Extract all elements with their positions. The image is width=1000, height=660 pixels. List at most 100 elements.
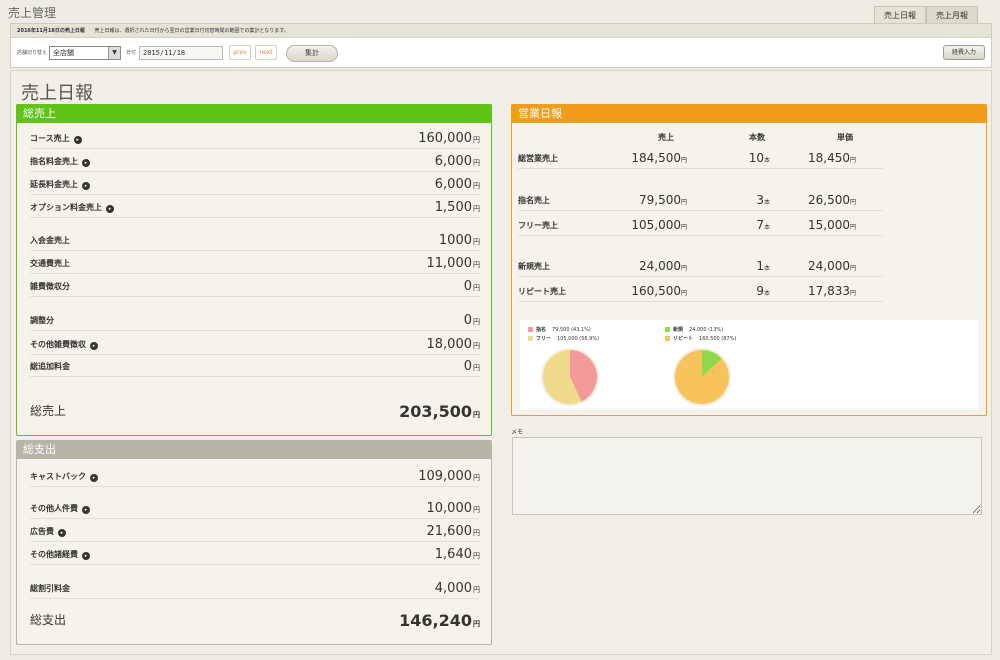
legend-name: 指名 [536, 327, 547, 333]
toolbar: 2016年11月18日の売上日報 売上日報は、選択された日付から翌日の営業日付切… [10, 23, 992, 68]
sales-row: 雑費徴収分 0円 [30, 275, 480, 297]
pie-chart-nomination [541, 348, 599, 406]
notice-bar: 2016年11月18日の売上日報 売上日報は、選択された日付から翌日の営業日付切… [11, 24, 991, 38]
expand-icon[interactable]: ▸ [82, 159, 90, 167]
sales-row: オプション料金売上 ▸ 1,500円 [30, 196, 480, 218]
expense-row: その他人件費 ▸ 10,000円 [30, 497, 480, 519]
yen-unit: 円 [473, 506, 480, 514]
yen-unit: 円 [473, 620, 480, 628]
row-value: 11,000 [426, 256, 473, 271]
next-button[interactable]: next [255, 45, 277, 60]
expand-icon[interactable]: ▸ [58, 529, 66, 537]
row-value: 1,500 [434, 200, 472, 215]
row-value: 21,600 [426, 524, 473, 539]
expand-icon[interactable]: ▸ [82, 552, 90, 560]
legend-item: 新規 24,000 (13%) [665, 326, 723, 333]
ops-card: 営業日報 売上 本数 単価 総営業売上 184,500円 10本 18,450円… [511, 104, 987, 416]
prev-button[interactable]: prev [229, 45, 251, 60]
sales-row: 調整分 0円 [30, 309, 480, 331]
ops-row-label: リピート売上 [518, 287, 566, 296]
row-value: 109,000 [418, 469, 472, 484]
ops-sales: 184,500 [631, 151, 681, 165]
row-label: 指名料金売上 [30, 157, 78, 166]
row-label: 延長料金売上 [30, 180, 78, 189]
sales-card: 総売上 コース売上 ▸ 160,000円 指名料金売上 ▸ 6,000円 延長料金売… [16, 104, 492, 436]
legend-swatch [665, 336, 670, 341]
yen-unit: 円 [680, 157, 687, 164]
yen-unit: 円 [849, 199, 856, 206]
legend-item: リピート 160,500 (87%) [665, 335, 736, 342]
legend-swatch [528, 336, 533, 341]
yen-unit: 円 [473, 159, 480, 167]
ops-count: 10 [748, 151, 764, 165]
expand-icon[interactable]: ▸ [90, 342, 98, 350]
ops-row: 指名売上 79,500円 3本 26,500円 [518, 189, 883, 211]
pie-chart-area: 指名 79,500 (43.1%) フリー 105,000 (56.9%) 新規 24… [520, 320, 978, 410]
sales-row: 総追加料金 0円 [30, 355, 480, 377]
yen-unit: 円 [473, 586, 480, 594]
chevron-down-icon[interactable]: ▼ [108, 47, 120, 59]
expenses-card: 総支出 キャストバック ▸ 109,000円 その他人件費 ▸ 10,000円 広告… [16, 440, 492, 645]
memo-input[interactable] [512, 437, 982, 515]
ops-count: 7 [756, 218, 764, 232]
sales-row: コース売上 ▸ 160,000円 [30, 127, 480, 149]
pie-chart-new-repeat [673, 348, 731, 406]
expense-input-button[interactable]: 経費入力 [943, 45, 985, 60]
legend-swatch [665, 327, 670, 332]
sales-row: 交通費売上 11,000円 [30, 252, 480, 274]
notice-text: 売上日報は、選択された日付から翌日の営業日付切替時間の範囲での集計となります。 [94, 28, 289, 34]
yen-unit: 円 [473, 411, 480, 419]
store-label: 店舗切り替え [17, 50, 48, 56]
tab-daily-report[interactable]: 売上日報 [874, 6, 926, 23]
yen-unit: 円 [473, 238, 480, 246]
tab-monthly-report[interactable]: 売上月報 [926, 6, 978, 23]
legend-value: 79,500 (43.1%) [552, 327, 591, 333]
ops-row: 総営業売上 184,500円 10本 18,450円 [518, 147, 883, 169]
yen-unit: 円 [473, 261, 480, 269]
legend-name: 新規 [673, 327, 684, 333]
ops-sales: 79,500 [638, 193, 681, 207]
expense-row: その他諸経費 ▸ 1,640円 [30, 543, 480, 565]
sales-total-label: 総売上 [30, 404, 67, 418]
row-value: 1,640 [434, 547, 472, 562]
pie-slice [570, 350, 597, 402]
count-unit: 本 [763, 157, 770, 164]
legend-value: 160,500 (87%) [699, 336, 737, 342]
expand-icon[interactable]: ▸ [90, 474, 98, 482]
sales-row: その他雑費徴収 ▸ 18,000円 [30, 333, 480, 355]
row-value: 160,000 [418, 131, 472, 146]
yen-unit: 円 [849, 224, 856, 231]
sum-button[interactable]: 集計 [286, 45, 338, 62]
sales-row: 入会金売上 1000円 [30, 229, 480, 251]
sales-row: 延長料金売上 ▸ 6,000円 [30, 173, 480, 195]
expenses-total-value: 146,240 [399, 611, 472, 630]
row-value: 10,000 [426, 501, 473, 516]
ops-unit-price: 18,450 [807, 151, 850, 165]
store-select-value: 全店舗 [53, 49, 74, 57]
expenses-total-label: 総支出 [30, 613, 67, 627]
expand-icon[interactable]: ▸ [106, 205, 114, 213]
row-value: 1000 [438, 233, 472, 248]
ops-unit-price: 15,000 [807, 218, 850, 232]
ops-row-label: 総営業売上 [518, 154, 558, 163]
col-header-unit-price: 単価 [837, 133, 853, 142]
row-label: その他諸経費 [30, 550, 78, 559]
row-label: その他人件費 [30, 504, 78, 513]
store-select[interactable]: 全店舗 ▼ [49, 46, 121, 60]
row-label: オプション料金売上 [30, 203, 102, 212]
ops-row: フリー売上 105,000円 7本 15,000円 [518, 214, 883, 236]
row-label: その他雑費徴収 [30, 340, 86, 349]
yen-unit: 円 [473, 284, 480, 292]
expand-icon[interactable]: ▸ [82, 182, 90, 190]
yen-unit: 円 [849, 290, 856, 297]
date-input[interactable]: 2015/11/18 [139, 46, 223, 60]
app-title: 売上管理 [8, 6, 57, 20]
expand-icon[interactable]: ▸ [82, 506, 90, 514]
yen-unit: 円 [680, 224, 687, 231]
row-label: 広告費 [30, 527, 54, 536]
row-label: 調整分 [30, 316, 54, 325]
expand-icon[interactable]: ▸ [73, 136, 82, 144]
expense-row: 総割引料金 4,000円 [30, 577, 480, 599]
ops-row-label: 新規売上 [518, 262, 550, 271]
legend-item: 指名 79,500 (43.1%) [528, 326, 591, 333]
